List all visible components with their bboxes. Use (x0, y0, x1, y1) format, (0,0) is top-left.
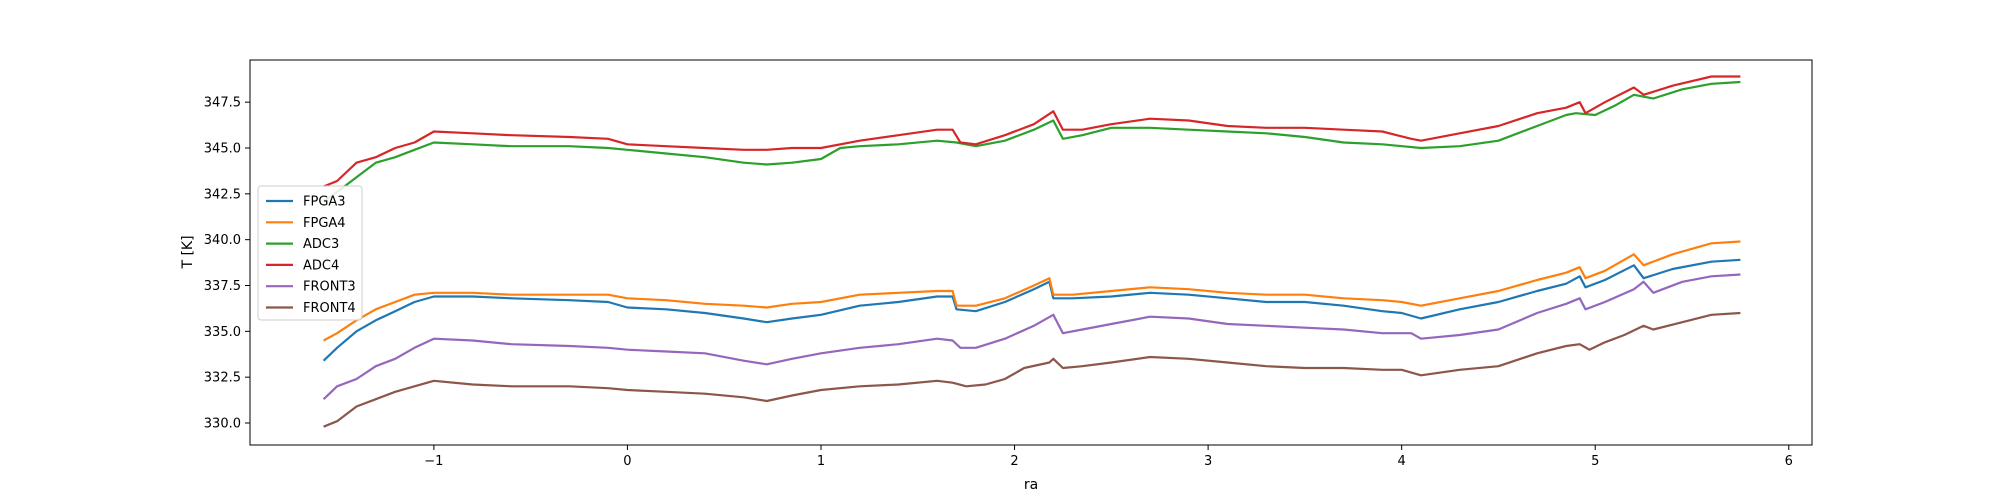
legend-label: FRONT4 (303, 301, 356, 316)
legend-label: FRONT3 (303, 280, 356, 295)
y-tick-label: 345.0 (204, 142, 241, 157)
x-tick-label: 5 (1591, 454, 1599, 469)
series-line-front3 (322, 273, 1741, 400)
x-tick-label: 0 (623, 454, 631, 469)
y-tick-label: 340.0 (204, 233, 241, 248)
x-tick-label: −1 (424, 454, 443, 469)
legend-label: ADC4 (303, 258, 339, 273)
y-axis-label: T [K] (180, 235, 196, 269)
x-tick-label: 3 (1204, 454, 1212, 469)
y-tick-label: 332.5 (204, 371, 241, 386)
plot-area (249, 59, 1813, 446)
legend-label: FPGA3 (303, 195, 346, 210)
y-tick-label: 335.0 (204, 325, 241, 340)
y-axis: 330.0 332.5 335.0 337.5 340.0 342.5 345.0 347.5 (204, 96, 250, 432)
series-line-fpga3 (322, 258, 1741, 362)
x-tick-label: 6 (1785, 454, 1793, 469)
legend: FPGA3 FPGA4 ADC3 ADC4 FRONT3 FRONT4 (257, 185, 363, 321)
y-tick-label: 330.0 (204, 417, 241, 432)
legend-label: ADC3 (303, 237, 339, 252)
x-tick-label: 1 (817, 454, 825, 469)
series-line-front4 (323, 311, 1741, 428)
series-line-fpga4 (323, 240, 1741, 342)
x-tick-label: 4 (1398, 454, 1406, 469)
x-tick-label: 2 (1010, 454, 1018, 469)
x-axis: −1 0 1 2 3 4 5 6 (424, 445, 1793, 469)
legend-label: FPGA4 (303, 216, 346, 231)
y-tick-label: 342.5 (204, 187, 241, 202)
series-layer (322, 75, 1741, 428)
y-tick-label: 347.5 (204, 96, 241, 111)
x-axis-label: ra (1024, 477, 1038, 493)
series-line-adc4 (323, 75, 1741, 188)
series-line-adc3 (322, 80, 1741, 203)
y-tick-label: 337.5 (204, 279, 241, 294)
